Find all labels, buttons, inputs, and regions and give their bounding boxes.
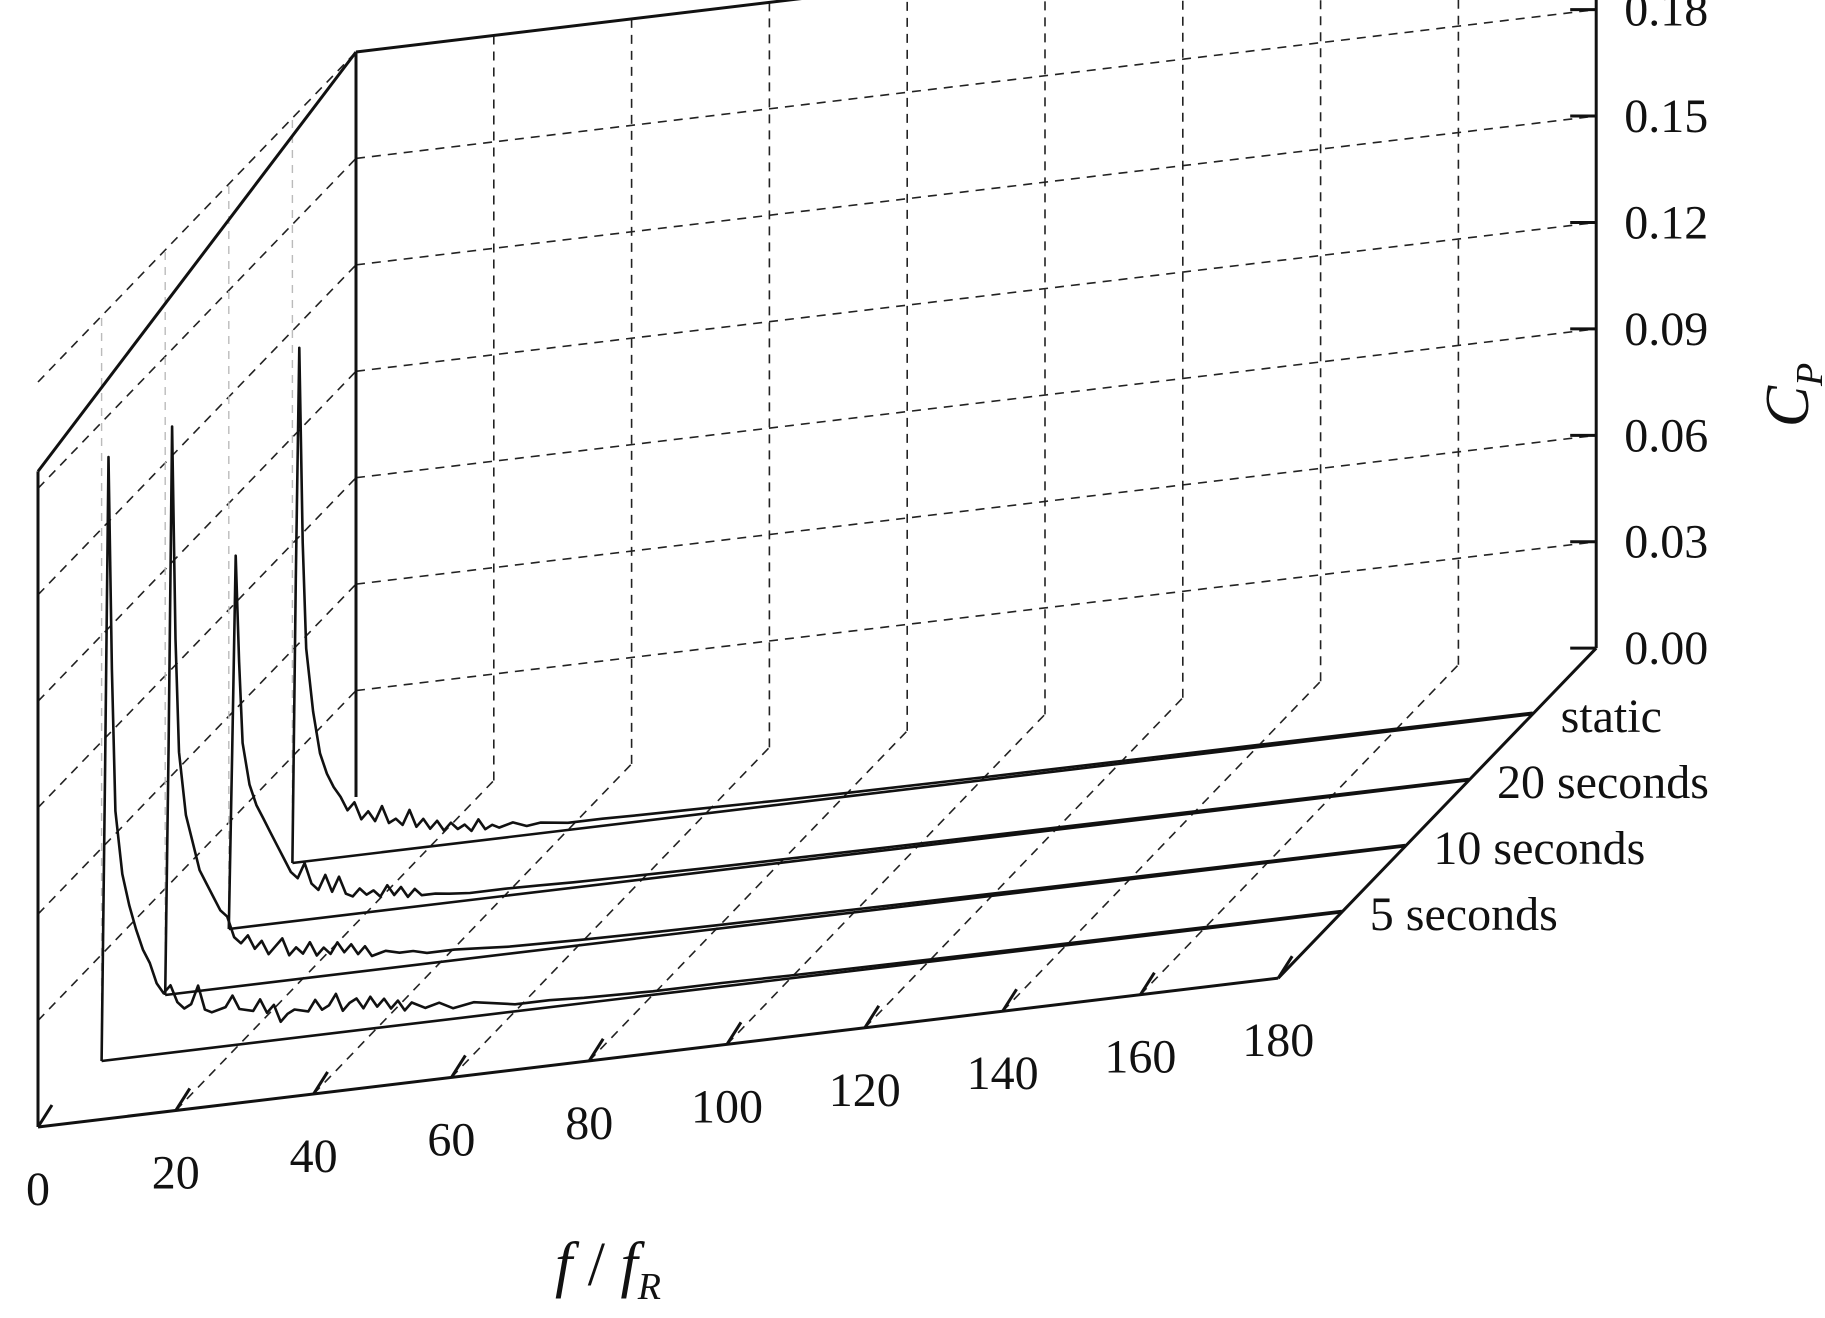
floor-grid-diagonal <box>726 713 1046 1045</box>
x-tick-label: 20 <box>152 1146 200 1199</box>
y-tick-label: 0.18 <box>1624 0 1708 37</box>
series-line <box>100 455 1342 1062</box>
series-baseline <box>165 844 1406 997</box>
floor-grid-diagonal <box>313 763 633 1095</box>
side-grid-diagonal <box>37 370 357 702</box>
x-tick-mark <box>863 1004 881 1029</box>
floor-grid-diagonal <box>450 746 770 1078</box>
x-tick-mark <box>450 1054 467 1079</box>
x-tick-mark <box>36 1104 54 1128</box>
frame-layer <box>36 0 1598 1129</box>
y-tick-label: 0.06 <box>1624 409 1708 462</box>
x-tick-mark <box>174 1087 192 1112</box>
side-grid-diagonal <box>37 583 357 915</box>
back-grid-horizontal <box>355 434 1597 585</box>
x-tick-label: 60 <box>427 1113 475 1166</box>
series-line <box>163 425 1406 996</box>
x-tick-label: 180 <box>1242 1014 1314 1067</box>
series-label: static <box>1561 690 1662 743</box>
y-tick-label: 0.12 <box>1624 196 1708 249</box>
label-layer: f / fR CP <box>555 363 1825 1308</box>
series-line <box>227 554 1470 930</box>
frame-edge <box>1277 647 1598 980</box>
series-baseline <box>228 778 1470 931</box>
floor-grid-diagonal <box>864 697 1184 1029</box>
frame-edge <box>37 976 1279 1129</box>
back-grid-horizontal <box>355 8 1597 160</box>
series-line <box>291 346 1533 864</box>
tick-layer: static 20 seconds 10 seconds 5 seconds 0.00 0… <box>26 0 1709 1216</box>
frame-edge <box>355 0 802 54</box>
y-axis-title: CP <box>1754 363 1825 428</box>
series-label: 20 seconds <box>1497 756 1709 809</box>
y-tick-label: 0.00 <box>1624 622 1708 675</box>
side-grid-diagonal <box>37 51 357 383</box>
x-tick-label: 40 <box>290 1130 338 1183</box>
side-grid-diagonal <box>37 157 357 489</box>
x-tick-label: 0 <box>26 1163 50 1216</box>
y-tick-label: 0.03 <box>1624 516 1708 569</box>
back-grid-horizontal <box>355 540 1597 692</box>
x-tick-label: 80 <box>565 1097 613 1150</box>
x-axis-title: f / fR <box>555 1231 661 1308</box>
x-tick-mark <box>312 1071 329 1095</box>
x-tick-mark <box>1001 988 1018 1013</box>
side-grid-diagonal <box>37 477 357 809</box>
floor-grid-diagonal <box>1002 680 1322 1012</box>
side-grid-diagonal <box>37 264 357 596</box>
floor-grid-diagonal <box>588 730 908 1062</box>
x-tick-mark <box>1139 971 1156 996</box>
x-tick-mark <box>725 1021 743 1046</box>
back-grid-horizontal <box>355 328 1597 479</box>
x-tick-label: 120 <box>829 1064 901 1117</box>
back-grid-horizontal <box>355 221 1597 373</box>
back-grid-horizontal <box>355 115 1597 266</box>
series-label: 10 seconds <box>1433 822 1645 875</box>
series-baseline <box>101 910 1342 1063</box>
grid-layer <box>37 0 1597 1112</box>
floor-grid-diagonal <box>1139 664 1459 996</box>
x-tick-mark <box>1276 955 1294 979</box>
x-tick-label: 140 <box>967 1047 1039 1100</box>
series-label: 5 seconds <box>1370 888 1558 941</box>
series-baseline <box>292 712 1533 865</box>
x-tick-label: 100 <box>691 1080 763 1133</box>
series-layer <box>100 346 1533 1063</box>
y-tick-label: 0.15 <box>1624 90 1708 143</box>
x-tick-mark <box>587 1038 605 1062</box>
frame-edge <box>36 51 358 473</box>
x-tick-label: 160 <box>1104 1031 1176 1084</box>
y-tick-label: 0.09 <box>1624 303 1708 356</box>
